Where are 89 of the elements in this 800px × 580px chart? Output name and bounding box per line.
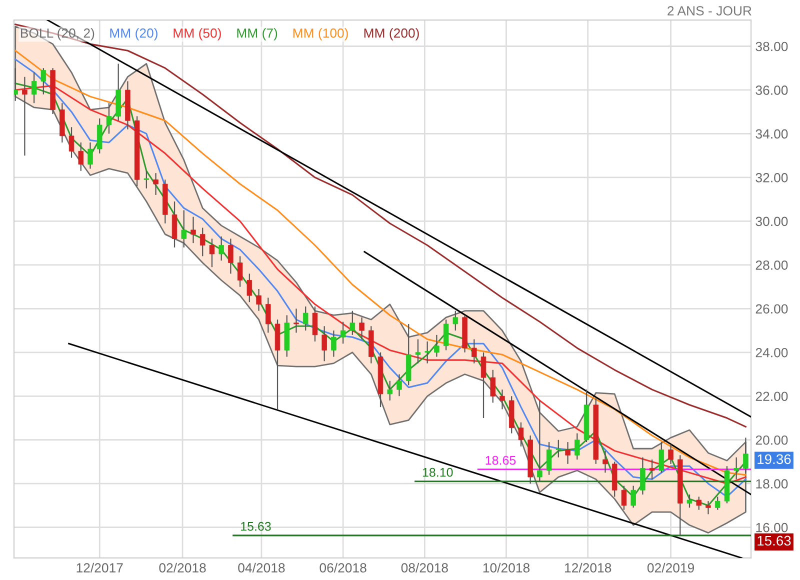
candlestick: [350, 310, 356, 336]
candlestick: [256, 288, 262, 312]
candlestick: [228, 238, 234, 274]
candlestick: [734, 456, 739, 480]
candlestick: [640, 456, 646, 496]
candlestick: [218, 236, 224, 262]
x-tick-label: 06/2018: [320, 562, 366, 573]
candlestick: [415, 338, 421, 364]
candlestick: [78, 142, 84, 172]
candlestick: [649, 459, 655, 480]
candlestick: [106, 102, 112, 134]
x-tick-label: 08/2018: [401, 562, 448, 573]
y-tick-label: 30.00: [756, 216, 788, 226]
x-tick-label: 02/2018: [159, 562, 206, 573]
y-tick-label: 24.00: [756, 348, 788, 358]
candlestick: [658, 442, 664, 474]
y-tick-label: 34.00: [756, 129, 788, 139]
candlestick: [237, 256, 243, 288]
x-tick-label: 04/2018: [238, 562, 285, 573]
chart-subtitle: 2 ANS - JOUR: [668, 6, 752, 16]
candlestick: [68, 126, 74, 158]
candlestick: [40, 68, 46, 95]
candlestick: [518, 422, 524, 447]
candlestick: [434, 334, 440, 358]
y-tick-label: 20.00: [756, 435, 788, 445]
candlestick: [340, 321, 346, 344]
y-tick-label: 32.00: [756, 173, 788, 182]
text: MM (200): [364, 28, 419, 40]
y-tick-label: 18.00: [756, 479, 788, 489]
candlestick: [22, 76, 28, 156]
series-label: 18.10: [422, 468, 453, 477]
candlestick: [443, 319, 449, 351]
candlestick: [602, 450, 608, 474]
candlestick: [565, 442, 570, 464]
candlestick: [88, 142, 93, 170]
candlestick: [743, 437, 748, 474]
candlestick: [480, 352, 486, 419]
x-tick-label: 02/2019: [647, 562, 694, 573]
candlestick: [294, 308, 299, 334]
candlestick: [537, 400, 542, 482]
candlestick: [500, 389, 505, 410]
candlestick: [14, 68, 18, 102]
y-tick-label: 16.00: [756, 522, 788, 532]
candlestick: [359, 316, 364, 340]
candlestick: [181, 210, 186, 248]
candlestick: [706, 500, 711, 515]
annotation: 19.36: [758, 454, 791, 464]
annotation: 15.63: [758, 536, 791, 546]
series-label: 18.65: [486, 456, 516, 465]
candlestick: [153, 172, 158, 196]
candlestick: [302, 306, 308, 332]
text: MM (50): [174, 28, 221, 40]
candlestick: [546, 442, 552, 476]
y-tick-label: 28.00: [756, 260, 788, 270]
candlestick: [322, 326, 327, 362]
candlestick: [209, 238, 215, 268]
candlestick: [556, 439, 562, 458]
candlestick: [490, 369, 496, 404]
candlestick: [668, 444, 674, 464]
series-label: 15.63: [241, 522, 271, 531]
y-tick-label: 22.00: [756, 392, 788, 402]
candlestick: [424, 340, 430, 364]
text: MM (7): [237, 28, 278, 40]
text: MM (20): [110, 28, 158, 40]
candlestick: [387, 380, 392, 402]
candlestick: [331, 330, 336, 358]
x-tick-label: 12/2018: [565, 562, 612, 573]
candlestick: [31, 72, 37, 104]
candlestick: [630, 485, 636, 508]
candlestick: [472, 338, 477, 364]
candlestick: [621, 485, 627, 510]
text: MM (100): [293, 28, 348, 40]
candlestick: [452, 310, 458, 332]
y-tick-label: 26.00: [756, 304, 788, 314]
x-tick-label: 12/2017: [76, 562, 123, 573]
candlestick: [144, 170, 150, 189]
candlestick: [312, 306, 318, 342]
candlestick: [190, 216, 196, 244]
candlestick: [686, 494, 692, 508]
candlestick: [396, 374, 402, 397]
candlestick: [696, 496, 702, 510]
candlestick: [246, 273, 252, 303]
x-tick-label: 10/2018: [483, 562, 530, 573]
candlestick: [266, 297, 271, 334]
candlestick: [200, 227, 206, 257]
candlestick: [714, 496, 720, 510]
y-tick-label: 36.00: [756, 86, 788, 95]
candlestick: [574, 432, 580, 460]
y-tick-label: 38.00: [756, 42, 788, 52]
